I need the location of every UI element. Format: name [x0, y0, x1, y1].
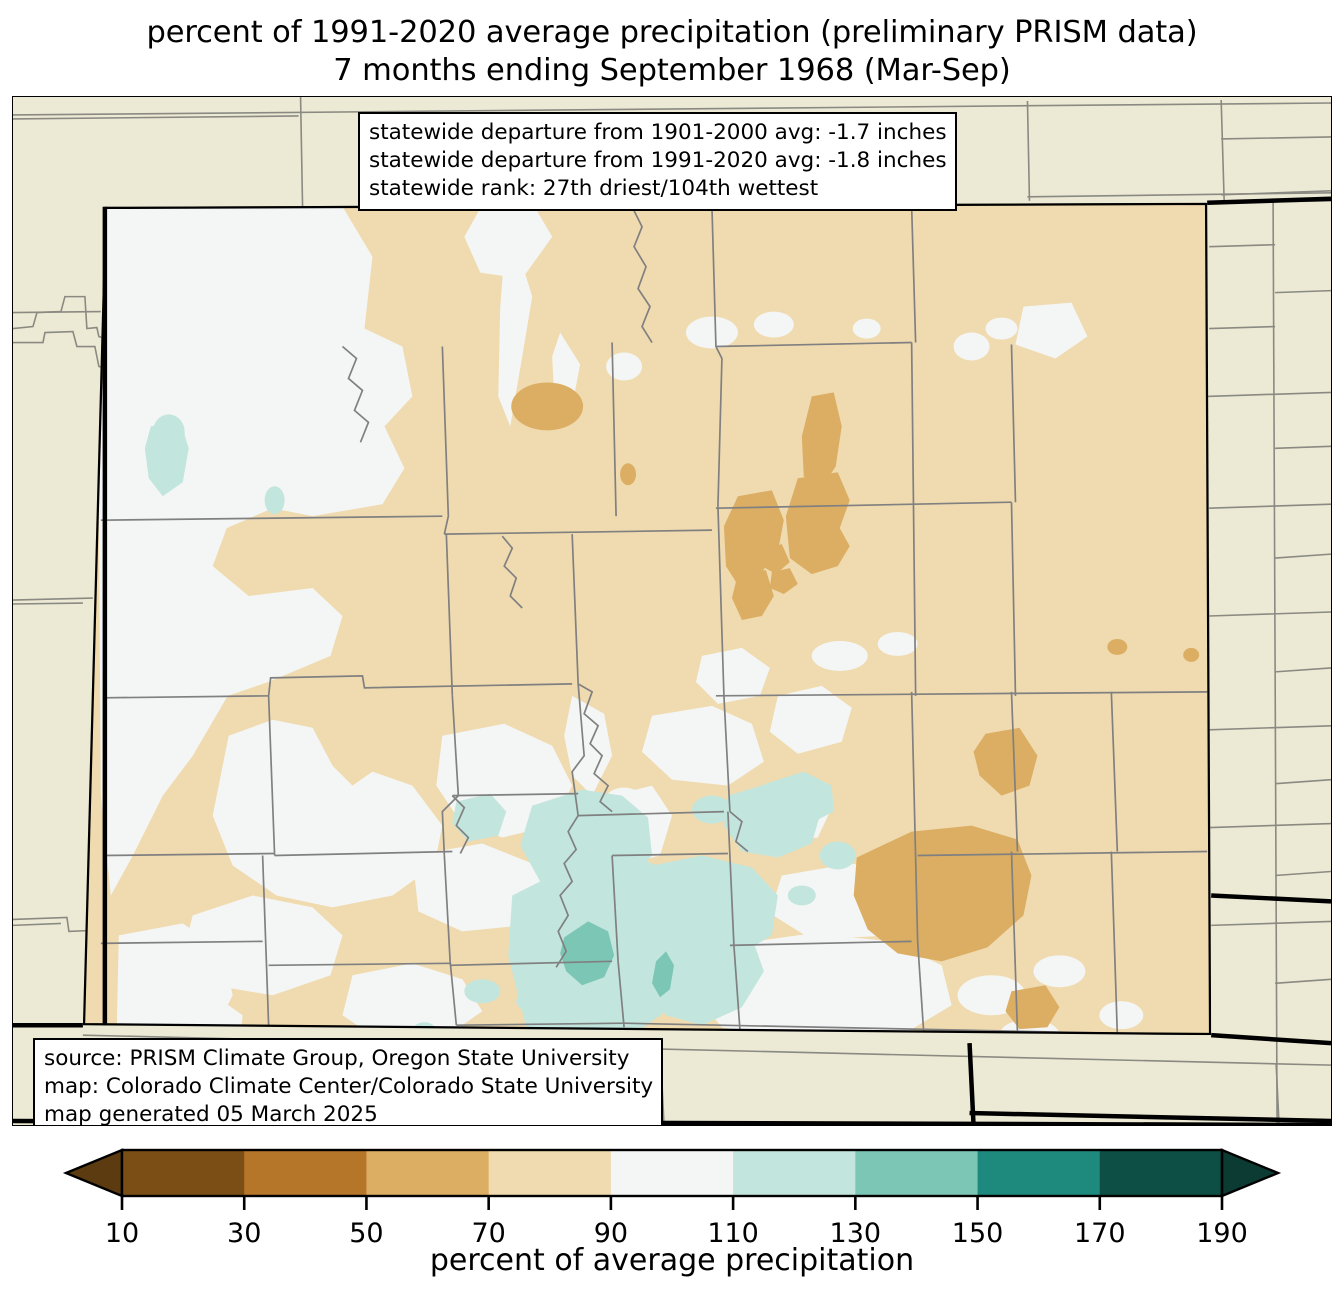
precip-band-130-150 [560, 921, 674, 998]
colorbar-svg: 10 30 50 70 90 110 130 150 170 190 [62, 1148, 1282, 1249]
precip-band-50-70 [511, 382, 1200, 1030]
colorbar-axis-label: percent of average precipitation [429, 1243, 915, 1278]
colorbar-tick-label: 150 [952, 1218, 1004, 1249]
colorbar-panel: 10 30 50 70 90 110 130 150 170 190 [0, 1140, 1344, 1300]
colorbar-bands [62, 1148, 1282, 1198]
stats-line-1: statewide departure from 1901-2000 avg: … [369, 120, 947, 145]
colorbar-tick-label: 130 [830, 1218, 882, 1249]
colorbar-ticks [120, 1196, 1224, 1210]
stats-line-2: statewide departure from 1991-2020 avg: … [369, 147, 947, 173]
colorbar-tick-label: 90 [594, 1218, 628, 1249]
colorbar-tick-label: 110 [707, 1218, 759, 1249]
map-panel: statewide departure from 1901-2000 avg: … [12, 96, 1332, 1126]
source-line-3: map generated 05 March 2025 [44, 1101, 378, 1126]
colorado-interior [82, 202, 1212, 1036]
source-box: source: PRISM Climate Group, Oregon Stat… [33, 1038, 664, 1126]
colorbar-tick-label: 190 [1196, 1218, 1248, 1249]
source-line-1: source: PRISM Climate Group, Oregon Stat… [44, 1046, 630, 1071]
page-title: percent of 1991-2020 average precipitati… [0, 14, 1344, 91]
statistics-box: statewide departure from 1901-2000 avg: … [358, 112, 957, 211]
source-line-2: map: Colorado Climate Center/Colorado St… [44, 1073, 654, 1099]
colorbar-tick-label: 30 [227, 1218, 261, 1249]
title-line-2: 7 months ending September 1968 (Mar-Sep) [333, 53, 1011, 89]
colorbar-tick-label: 50 [349, 1218, 383, 1249]
precipitation-choropleth-map [13, 97, 1331, 1125]
colorbar-tick-labels: 10 30 50 70 90 110 130 150 170 190 [105, 1218, 1248, 1249]
colorbar-tick-label: 170 [1074, 1218, 1126, 1249]
stats-line-3: statewide rank: 27th driest/104th wettes… [369, 175, 819, 201]
precip-band-110-130 [120, 414, 856, 1036]
colorbar-tick-label: 10 [105, 1218, 139, 1249]
colorbar-tick-label: 70 [471, 1218, 505, 1249]
title-line-1: percent of 1991-2020 average precipitati… [146, 15, 1198, 50]
